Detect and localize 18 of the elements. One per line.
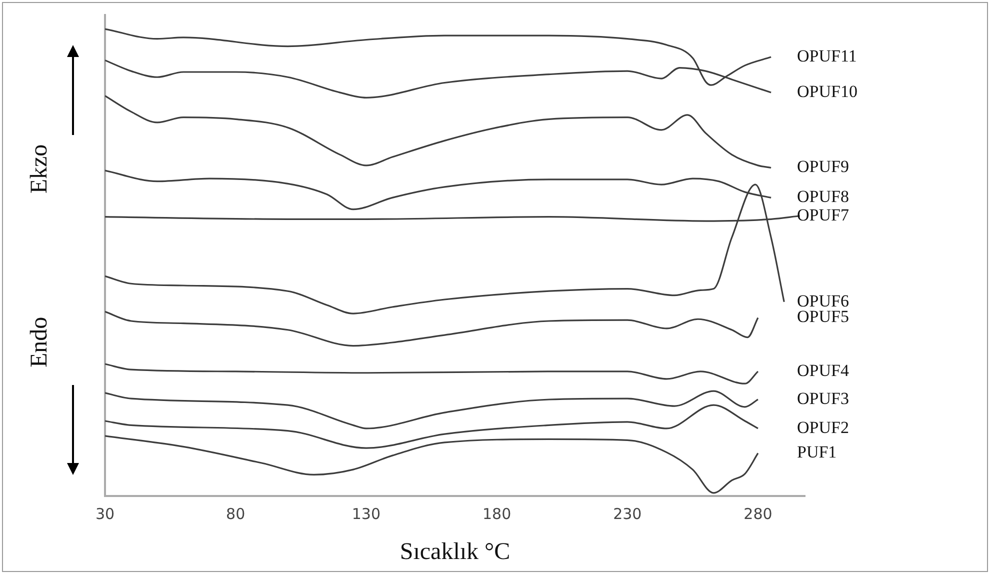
- series-label: OPUF7: [797, 205, 850, 224]
- x-tick-label: 130: [352, 505, 381, 524]
- text: OPUF4: [797, 360, 850, 380]
- x-tick-label: 230: [613, 505, 642, 524]
- text: OPUF3: [797, 388, 849, 408]
- series-label: OPUF9: [797, 157, 849, 176]
- x-tick-label: 80: [226, 505, 246, 524]
- text: PUF1: [797, 442, 837, 462]
- x-tick-label: 280: [744, 505, 772, 524]
- text: Ekzo: [26, 144, 52, 194]
- text: Endo: [26, 316, 52, 368]
- series-label: OPUF10: [797, 82, 858, 102]
- x-axis-title: Sıcaklık °C: [400, 538, 510, 565]
- text: OPUF2: [797, 418, 849, 437]
- series-label: OPUF8: [797, 187, 849, 206]
- x-tick-label: 180: [482, 505, 512, 524]
- x-tick-label: 30: [95, 505, 115, 524]
- series-label: OPUF11: [797, 46, 857, 66]
